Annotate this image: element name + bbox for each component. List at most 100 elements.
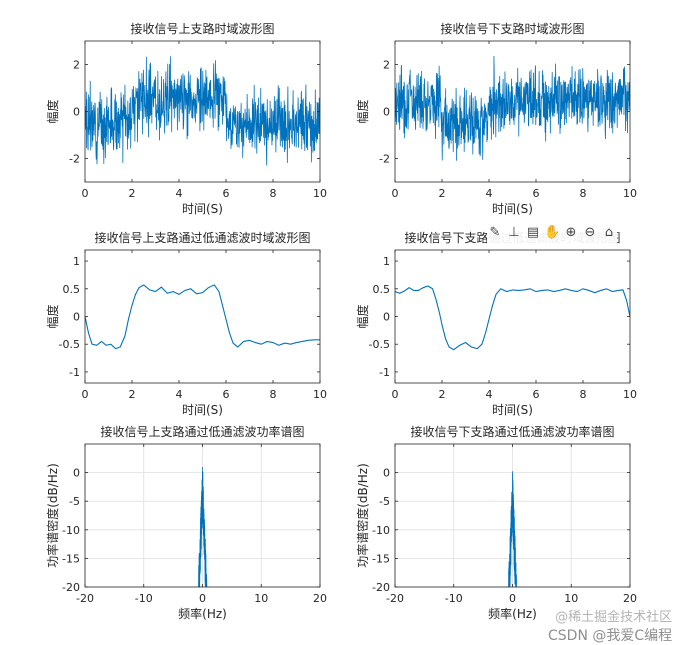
y-axis-label: 幅度 bbox=[355, 99, 370, 123]
x-axis-label: 时间(S) bbox=[492, 202, 533, 216]
y-axis-label: 功率谱密度(dB/Hz) bbox=[45, 463, 60, 568]
axes-background bbox=[395, 250, 630, 383]
y-axis-label: 功率谱密度(dB/Hz) bbox=[355, 463, 370, 568]
x-axis-label: 时间(S) bbox=[492, 403, 533, 417]
series-line bbox=[198, 466, 208, 587]
brush-icon[interactable]: ✎ bbox=[489, 225, 501, 240]
axes-toolbar: ✎ ⊥ ▤ ✋ ⊕ ⊖ ⌂ bbox=[487, 222, 617, 244]
y-tick-label: -2 bbox=[379, 153, 390, 166]
y-tick-label: 0 bbox=[383, 467, 390, 480]
y-tick-label: 2 bbox=[383, 59, 390, 72]
x-tick-label: -10 bbox=[135, 592, 153, 605]
zoom-in-icon[interactable]: ⊕ bbox=[565, 225, 577, 240]
x-tick-label: 10 bbox=[313, 187, 327, 200]
y-axis-label: 幅度 bbox=[45, 304, 60, 328]
y-tick-label: 1 bbox=[73, 255, 80, 268]
y-tick-label: 0.5 bbox=[63, 283, 81, 296]
plot-title: 接收信号下支路时域波形图 bbox=[440, 21, 584, 36]
subplot-5: -20 -10 0 10 20 -20 -15 -10 -5 0 接收信号上支路通过低通滤波功率谱图… bbox=[45, 424, 327, 621]
x-tick-label: 4 bbox=[176, 187, 183, 200]
x-tick-label: 10 bbox=[254, 592, 268, 605]
y-tick-label: -0.5 bbox=[369, 338, 390, 351]
home-icon[interactable]: ⌂ bbox=[604, 225, 614, 240]
y-tick-label: -10 bbox=[372, 524, 390, 537]
x-tick-label: 4 bbox=[486, 388, 493, 401]
x-tick-label: 4 bbox=[176, 388, 183, 401]
x-tick-label: 0 bbox=[392, 187, 399, 200]
y-tick-label: -15 bbox=[62, 552, 80, 565]
x-tick-label: 0 bbox=[82, 187, 89, 200]
data-cursor-icon[interactable]: ⊥ bbox=[508, 225, 520, 240]
subplot-6: -20 -10 0 10 20 -20 -15 -10 -5 0 接收信号下支路通过低通滤波功率谱图… bbox=[355, 424, 637, 621]
y-tick-label: -15 bbox=[372, 552, 390, 565]
x-tick-label: 8 bbox=[580, 388, 587, 401]
x-axis-label: 频率(Hz) bbox=[488, 606, 537, 621]
x-tick-label: 2 bbox=[439, 187, 446, 200]
y-tick-label: -1 bbox=[379, 366, 390, 379]
plot-title: 接收信号上支路通过低通滤波时域波形图 bbox=[94, 230, 310, 245]
watermark-juejin: @稀土掘金技术社区 bbox=[555, 610, 673, 625]
x-tick-label: 10 bbox=[313, 388, 327, 401]
y-tick-label: 0 bbox=[383, 106, 390, 119]
y-tick-label: -0.5 bbox=[59, 338, 80, 351]
x-tick-label: 20 bbox=[313, 592, 327, 605]
x-tick-label: 0 bbox=[82, 388, 89, 401]
x-tick-label: -10 bbox=[445, 592, 463, 605]
x-tick-label: 10 bbox=[623, 388, 637, 401]
x-tick-label: 6 bbox=[533, 187, 540, 200]
y-axis-label: 幅度 bbox=[45, 99, 60, 123]
zoom-out-icon[interactable]: ⊖ bbox=[584, 225, 596, 240]
x-axis-label: 时间(S) bbox=[182, 403, 223, 417]
pan-hand-icon[interactable]: ✋ bbox=[544, 225, 561, 240]
subplot-3: 0 2 4 6 8 10 -1 -0.5 0 0.5 1 接收信号上支路通过低通滤波时域波形图时间(S… bbox=[45, 230, 327, 417]
x-tick-label: 10 bbox=[623, 187, 637, 200]
plot-title: 接收信号上支路时域波形图 bbox=[130, 21, 274, 36]
subplot-4: 0246810-1-0.500.51接收信号下支路通过低通滤波时域波形图时间(S… bbox=[355, 230, 637, 417]
y-tick-label: -10 bbox=[62, 524, 80, 537]
y-tick-label: -5 bbox=[69, 495, 80, 508]
y-tick-label: 0.5 bbox=[373, 283, 391, 296]
y-tick-label: -5 bbox=[379, 495, 390, 508]
x-tick-label: 8 bbox=[270, 388, 277, 401]
y-tick-label: -20 bbox=[62, 581, 80, 594]
x-tick-label: 0 bbox=[199, 592, 206, 605]
y-tick-label: 0 bbox=[73, 467, 80, 480]
series-line bbox=[395, 285, 630, 351]
x-tick-label: 2 bbox=[129, 187, 136, 200]
axes-background bbox=[85, 250, 320, 383]
x-tick-label: 8 bbox=[270, 187, 277, 200]
x-tick-label: 6 bbox=[223, 388, 230, 401]
x-tick-label: 6 bbox=[223, 187, 230, 200]
y-tick-label: 0 bbox=[73, 311, 80, 324]
series-line bbox=[395, 55, 630, 161]
x-tick-label: -20 bbox=[386, 592, 404, 605]
x-axis-label: 时间(S) bbox=[182, 202, 223, 216]
x-axis-label: 频率(Hz) bbox=[178, 606, 227, 621]
x-tick-label: 10 bbox=[564, 592, 578, 605]
y-tick-label: 0 bbox=[383, 311, 390, 324]
x-tick-label: 6 bbox=[533, 388, 540, 401]
x-tick-label: 20 bbox=[623, 592, 637, 605]
x-tick-label: 0 bbox=[509, 592, 516, 605]
y-tick-label: -1 bbox=[69, 366, 80, 379]
plot-title: 接收信号下支路通过低通滤波功率谱图 bbox=[410, 424, 614, 439]
watermark-csdn: CSDN @我爱C编程 bbox=[548, 628, 673, 644]
plot-title: 接收信号上支路通过低通滤波功率谱图 bbox=[100, 424, 304, 439]
y-tick-label: -20 bbox=[372, 581, 390, 594]
x-tick-label: -20 bbox=[76, 592, 94, 605]
y-tick-label: 1 bbox=[383, 255, 390, 268]
series-line bbox=[508, 471, 517, 587]
x-tick-label: 0 bbox=[392, 388, 399, 401]
y-tick-label: 2 bbox=[73, 59, 80, 72]
series-line bbox=[85, 56, 320, 166]
y-axis-label: 幅度 bbox=[355, 304, 370, 328]
series-line bbox=[85, 284, 320, 350]
y-tick-label: 0 bbox=[73, 106, 80, 119]
x-tick-label: 4 bbox=[486, 187, 493, 200]
legend-icon[interactable]: ▤ bbox=[526, 225, 540, 240]
x-tick-label: 2 bbox=[439, 388, 446, 401]
x-tick-label: 8 bbox=[580, 187, 587, 200]
